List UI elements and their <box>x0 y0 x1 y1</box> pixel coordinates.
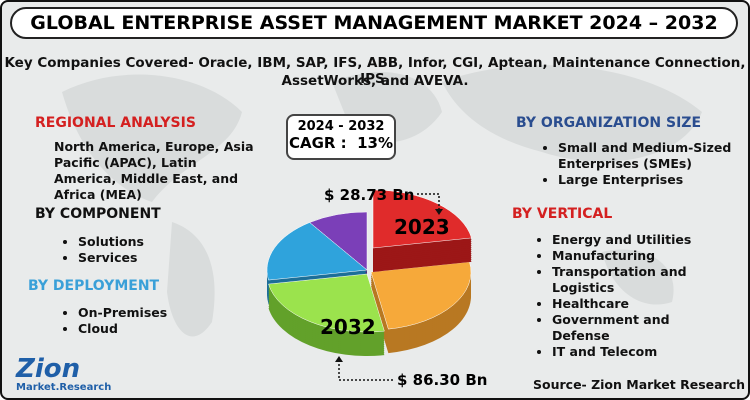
list-item: Energy and Utilities <box>552 232 702 248</box>
list: Energy and Utilities Manufacturing Trans… <box>534 232 702 360</box>
end-value: $ 86.30 Bn <box>397 371 487 389</box>
list-item: Transportation and Logistics <box>552 264 702 296</box>
subtitle-line: AssetWorks, and AVEVA. <box>281 73 469 89</box>
list-item: Manufacturing <box>552 248 702 264</box>
source: Source- Zion Market Research <box>533 377 746 392</box>
arrow-head <box>335 356 343 362</box>
section-heading: BY COMPONENT <box>35 206 161 222</box>
start-value: $ 28.73 Bn <box>324 186 414 204</box>
logo-name: Zion <box>16 354 81 384</box>
list-item: Large Enterprises <box>558 172 748 188</box>
section-heading: BY DEPLOYMENT <box>28 278 160 294</box>
list: On-Premises Cloud <box>60 305 167 337</box>
cagr-box: 2024 - 2032 CAGR : 13% <box>286 114 396 160</box>
world-map <box>62 65 702 337</box>
list-item: IT and Telecom <box>552 344 702 360</box>
list-item: Cloud <box>78 321 167 337</box>
pie-slice <box>370 261 472 330</box>
section-heading: BY VERTICAL <box>512 206 613 222</box>
start-year: 2023 <box>394 215 450 239</box>
section-heading: BY ORGANIZATION SIZE <box>516 115 702 131</box>
subtitle-line: Key Companies Covered- Oracle, IBM, SAP,… <box>4 55 746 87</box>
list-item: On-Premises <box>78 305 167 321</box>
list-item: Government and Defense <box>552 312 702 344</box>
pie-slice <box>268 273 385 333</box>
arrow-head <box>435 209 443 215</box>
title: GLOBAL ENTERPRISE ASSET MANAGEMENT MARKE… <box>10 7 738 39</box>
section-heading: REGIONAL ANALYSIS <box>35 115 196 131</box>
list-item: Healthcare <box>552 296 702 312</box>
pointer-2032 <box>338 360 394 381</box>
pie-graphic: 2023 2032 <box>266 189 472 356</box>
cagr-label: CAGR : 13% <box>288 134 394 152</box>
pie-slice <box>266 222 368 281</box>
list: Solutions Services <box>60 234 144 266</box>
end-year: 2032 <box>320 315 376 339</box>
list-item: Solutions <box>78 234 144 250</box>
logo-tagline: Market.Research <box>16 382 112 393</box>
pie-slice <box>372 189 472 249</box>
pointer-2023 <box>417 193 440 210</box>
list-item: Services <box>78 250 144 266</box>
cagr-period: 2024 - 2032 <box>297 119 385 134</box>
list-item: Small and Medium-Sized Enterprises (SMEs… <box>558 140 748 172</box>
list: Small and Medium-Sized Enterprises (SMEs… <box>540 140 748 188</box>
section-text: North America, Europe, Asia Pacific (APA… <box>54 139 254 202</box>
